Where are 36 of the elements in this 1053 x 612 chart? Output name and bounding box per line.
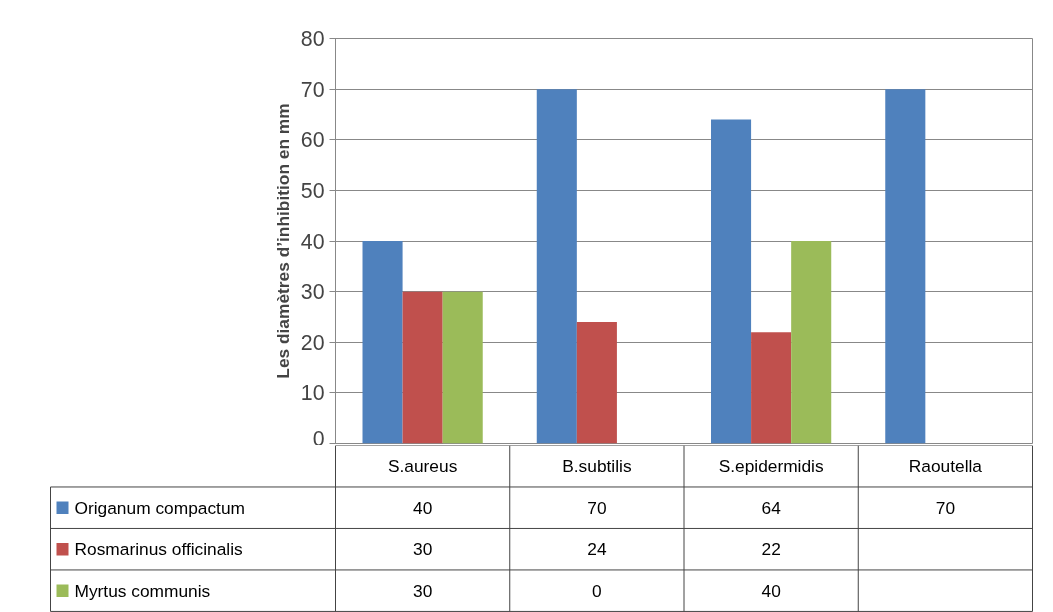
- y-tick-label: 80: [300, 27, 325, 51]
- data-label: 40: [761, 580, 781, 601]
- legend-label: Rosmarinus officinalis: [74, 539, 244, 560]
- y-tick-label: 30: [300, 280, 325, 305]
- data-label: 22: [761, 539, 781, 560]
- y-tick-label: 20: [300, 330, 325, 355]
- x-tick-label: S.aureus: [387, 456, 458, 477]
- bar: [885, 89, 926, 444]
- x-tick-label: Raoutella: [908, 456, 983, 477]
- x-tick-label: B.subtilis: [562, 456, 632, 477]
- data-label: 40: [412, 497, 433, 518]
- y-tick-label: 40: [300, 229, 325, 254]
- y-tick-label: 70: [300, 77, 325, 102]
- y-tick-label: 10: [300, 381, 325, 406]
- bar: [711, 119, 752, 444]
- bar: [402, 291, 443, 444]
- bar: [442, 291, 483, 444]
- y-tick-label: 50: [300, 178, 325, 203]
- x-tick-label: S.epidermidis: [718, 456, 824, 477]
- bar: [751, 332, 792, 444]
- y-axis-title: Les diamètres d’inhibition en mm: [272, 103, 293, 379]
- bar: [791, 241, 832, 444]
- data-label: 30: [412, 539, 433, 560]
- data-label: 70: [587, 497, 607, 518]
- legend-label: Myrtus communis: [74, 580, 211, 601]
- bar: [576, 322, 617, 444]
- data-label: 24: [587, 539, 607, 560]
- y-tick-label: 0: [312, 426, 325, 451]
- legend-label: Origanum compactum: [74, 497, 245, 518]
- data-label: 64: [761, 497, 782, 518]
- data-label: 0: [592, 580, 602, 601]
- bar: [536, 89, 577, 444]
- data-label: 70: [935, 497, 956, 518]
- data-label: 30: [412, 580, 433, 601]
- bar: [362, 241, 403, 444]
- y-tick-label: 60: [300, 128, 325, 153]
